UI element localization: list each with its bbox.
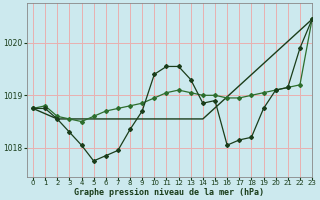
X-axis label: Graphe pression niveau de la mer (hPa): Graphe pression niveau de la mer (hPa) (75, 188, 265, 197)
